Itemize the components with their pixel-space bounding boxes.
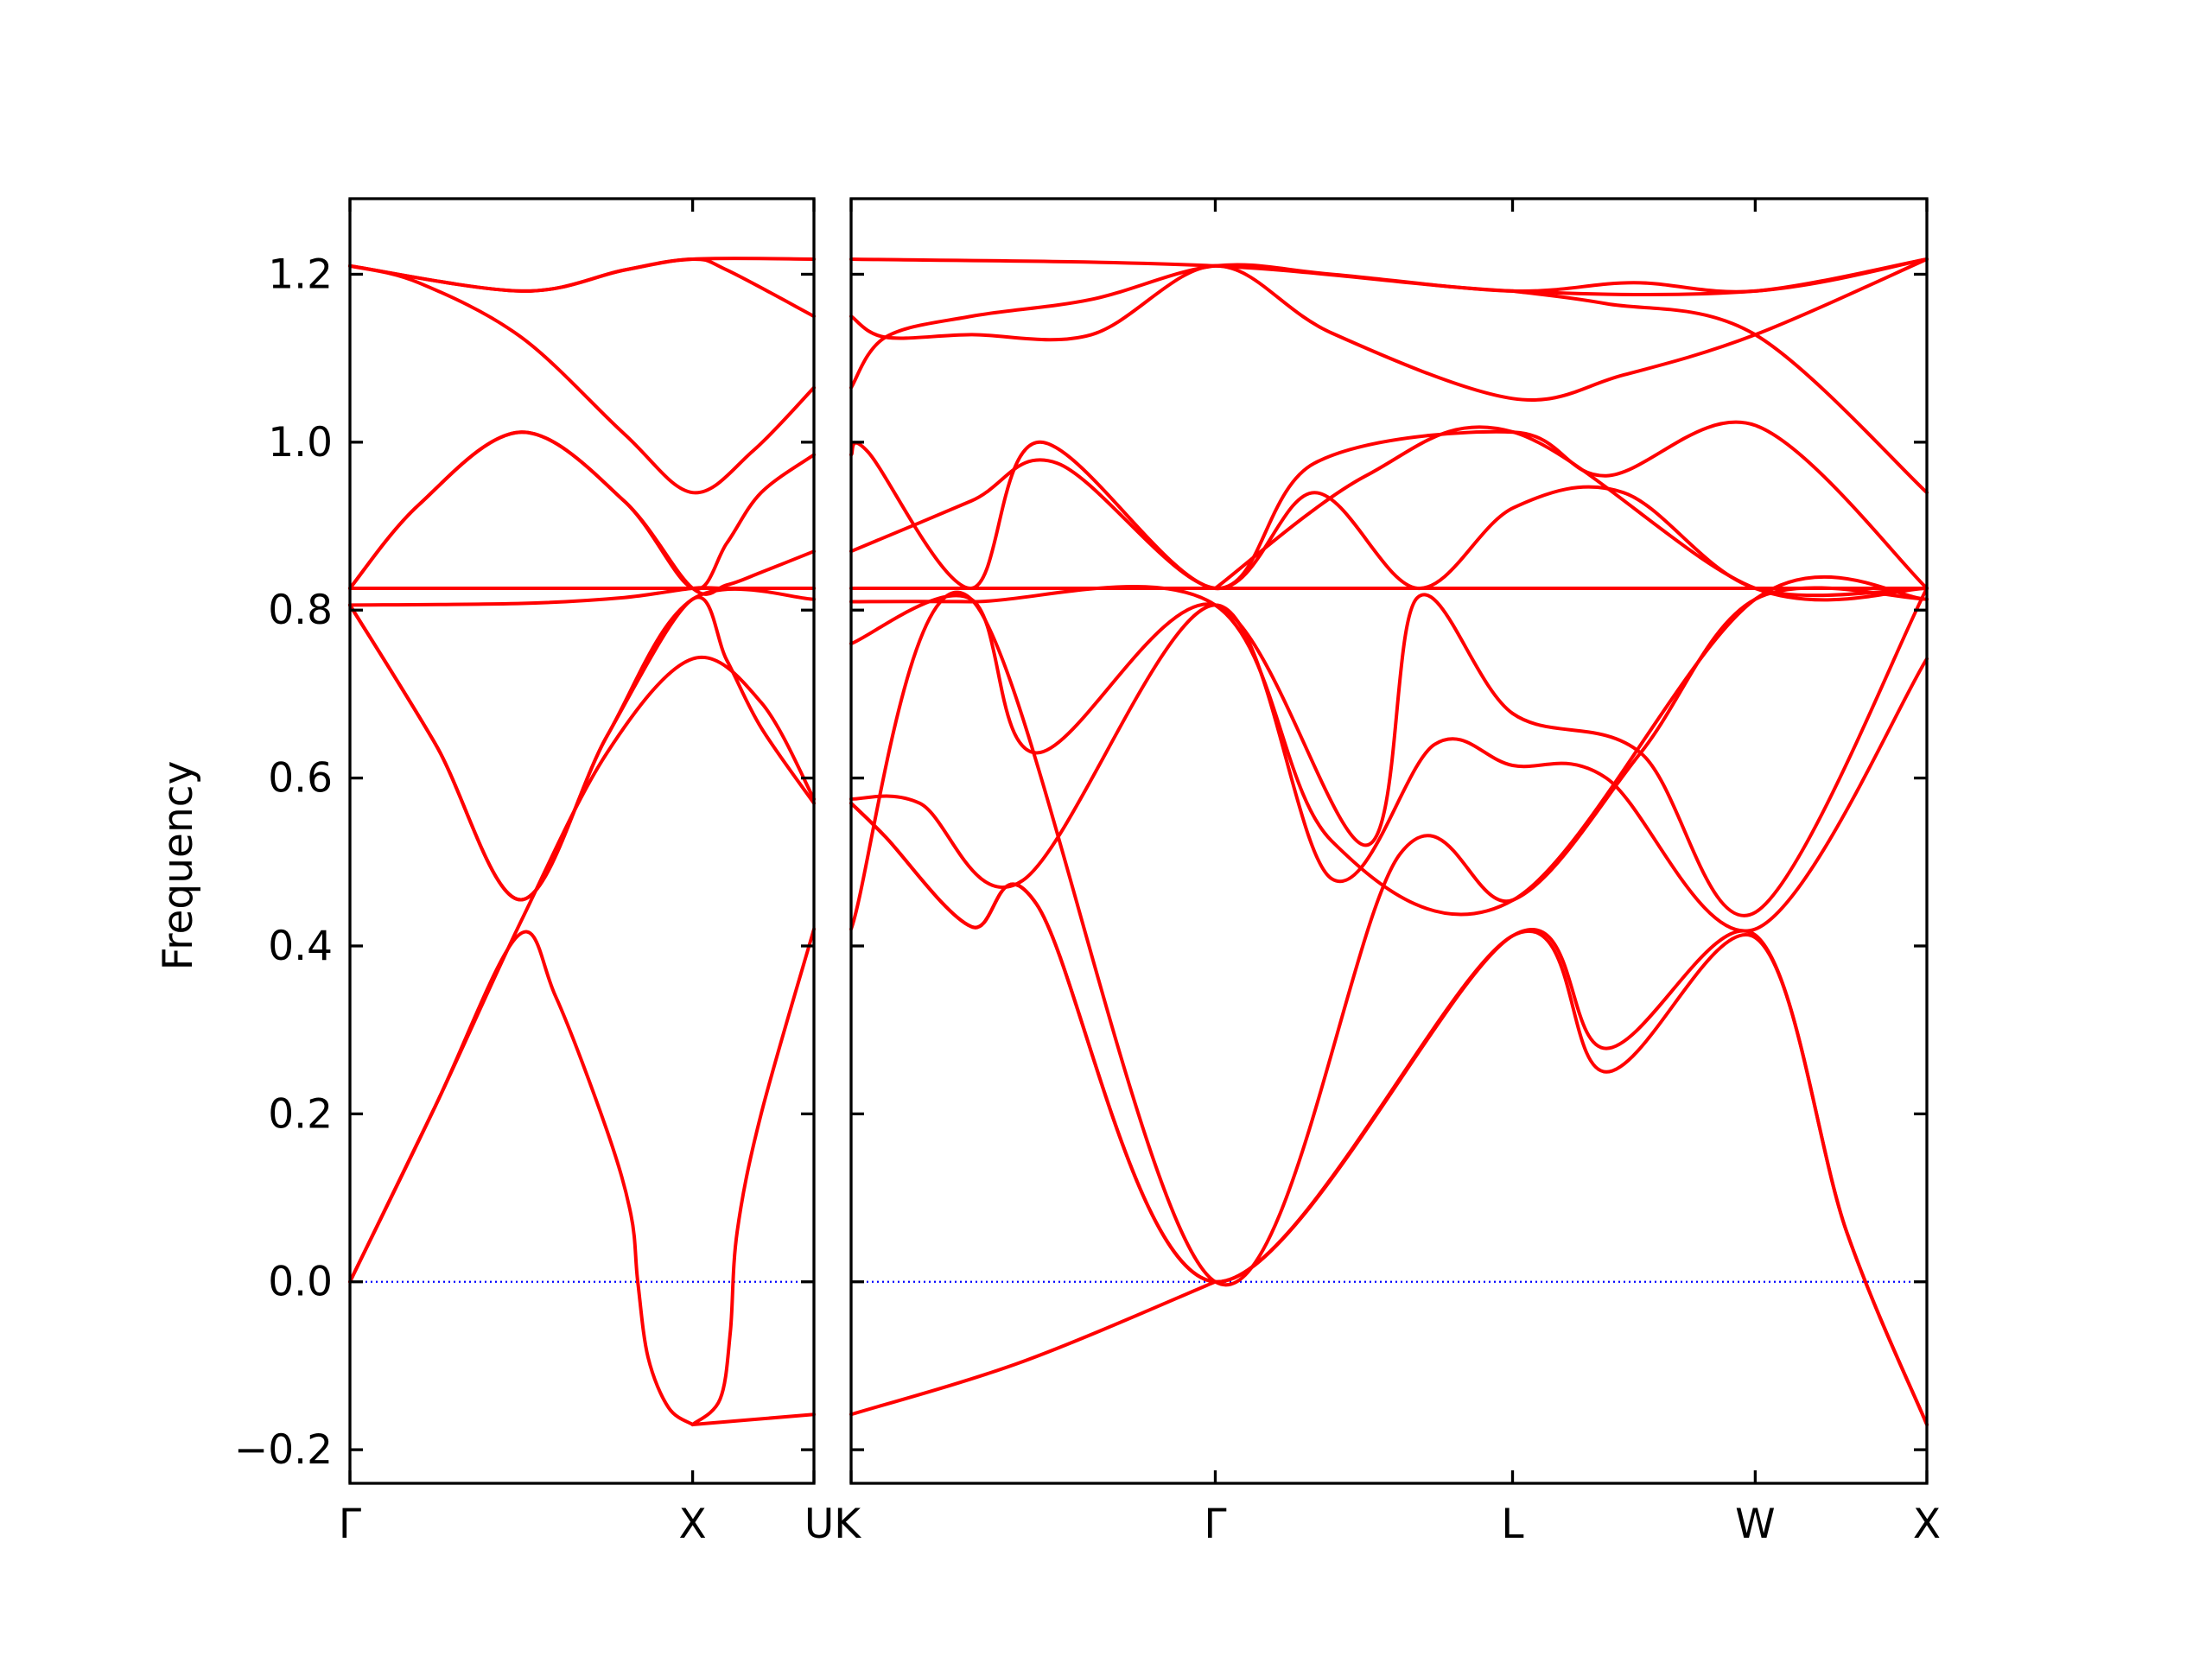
band-line bbox=[849, 587, 1929, 917]
band-lines bbox=[348, 257, 1929, 1426]
y-tick-label: 1.2 bbox=[268, 251, 333, 298]
x-tick-label: L bbox=[1501, 1501, 1523, 1548]
band-line bbox=[1213, 425, 1929, 602]
panel-frame-2 bbox=[849, 197, 1929, 1485]
band-line bbox=[348, 263, 816, 495]
band-line bbox=[348, 930, 695, 1426]
band-line bbox=[849, 257, 1929, 390]
y-tick-label: 1.0 bbox=[268, 419, 333, 467]
band-line bbox=[690, 927, 816, 1426]
x-tick-label: X bbox=[679, 1501, 707, 1548]
band-line bbox=[849, 801, 1929, 1426]
x-tick-label: Γ bbox=[339, 1501, 361, 1548]
band-line bbox=[348, 595, 816, 902]
band-line bbox=[348, 257, 816, 293]
band-line bbox=[348, 430, 816, 591]
band-line bbox=[849, 420, 1929, 591]
band-line bbox=[1510, 289, 1929, 495]
band-line bbox=[849, 458, 1929, 598]
band-line bbox=[348, 257, 816, 319]
band-line bbox=[849, 574, 1929, 917]
x-tick-label: W bbox=[1735, 1501, 1775, 1548]
panel-frames bbox=[348, 197, 1929, 1485]
x-tick-label: X bbox=[1913, 1501, 1941, 1548]
tick-labels: −0.2 0.0 0.2 0.4 0.6 0.8 1.0 1.2 Γ X UK Γ L W X bbox=[234, 251, 1941, 1548]
y-tick-label: 0.0 bbox=[268, 1259, 333, 1306]
y-tick-label: −0.2 bbox=[234, 1426, 333, 1474]
band-line bbox=[348, 430, 816, 596]
y-axis-label: Frequency bbox=[155, 761, 202, 971]
x-tick-label: UK bbox=[804, 1501, 861, 1548]
axis-ticks bbox=[348, 199, 1929, 1483]
band-line bbox=[849, 1279, 1217, 1417]
band-line bbox=[690, 1412, 816, 1426]
band-line bbox=[849, 257, 1929, 402]
y-tick-label: 0.6 bbox=[268, 755, 333, 803]
band-line bbox=[849, 603, 1929, 933]
panel-frame-1 bbox=[348, 197, 816, 1485]
band-line bbox=[849, 801, 1929, 1426]
y-tick-label: 0.2 bbox=[268, 1090, 333, 1138]
band-line bbox=[849, 586, 1929, 1287]
band-line bbox=[348, 587, 816, 902]
y-tick-label: 0.4 bbox=[268, 923, 333, 970]
x-tick-label: Γ bbox=[1204, 1501, 1226, 1548]
y-tick-label: 0.8 bbox=[268, 587, 333, 634]
